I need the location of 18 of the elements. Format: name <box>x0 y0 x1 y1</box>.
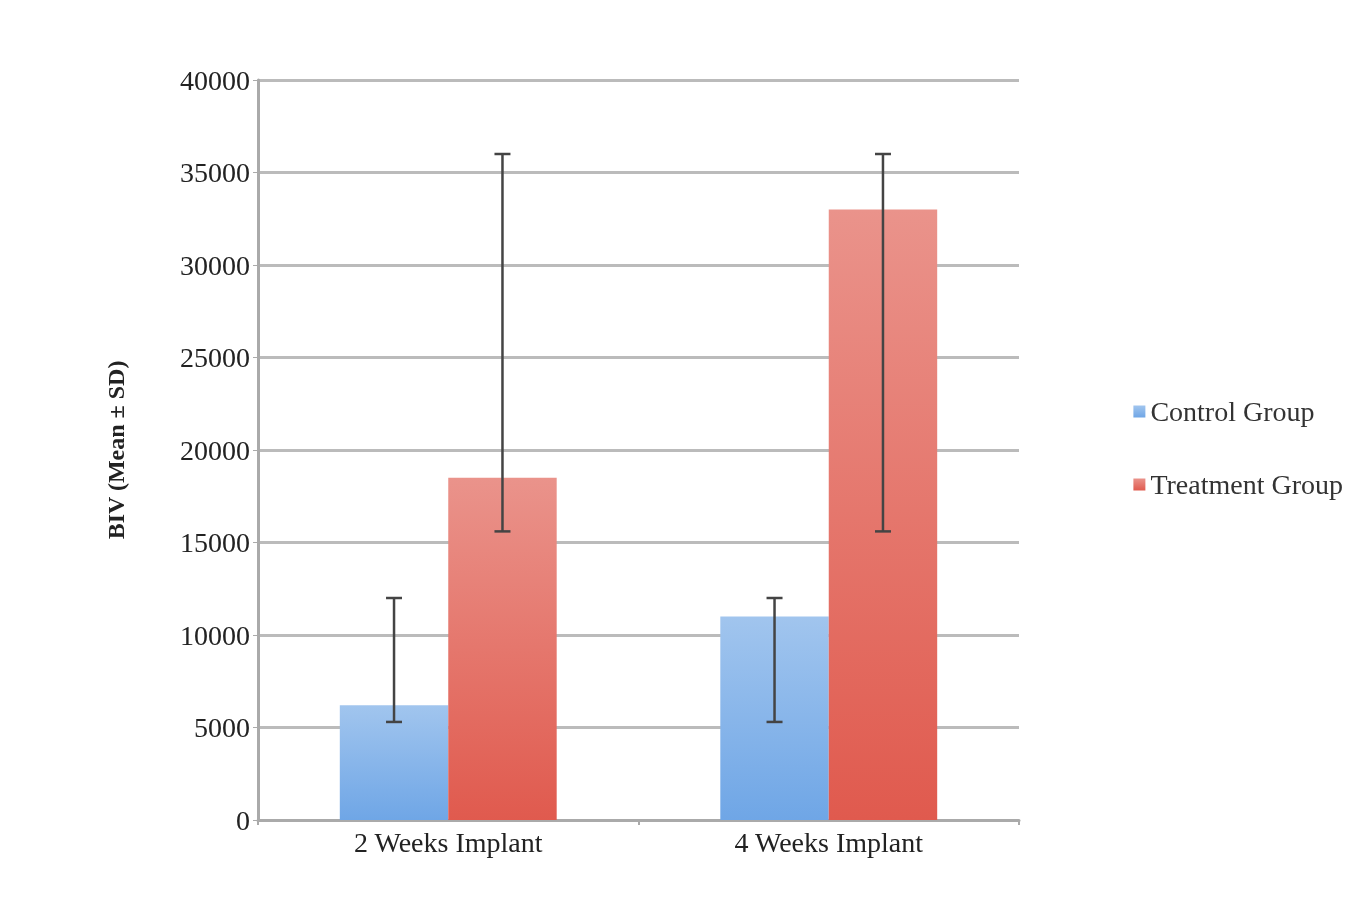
y-tick-label: 30000 <box>180 249 250 281</box>
bar <box>720 616 829 820</box>
y-tick-label: 25000 <box>180 342 250 373</box>
y-tick-label: 20000 <box>180 434 250 466</box>
y-tick-label: 0 <box>236 804 250 836</box>
x-tick-label: 4 Weeks Implant <box>734 826 924 858</box>
y-tick-label: 5000 <box>194 712 250 743</box>
bar <box>339 705 449 820</box>
y-tick-label: 15000 <box>180 527 250 558</box>
y-tick-label: 40000 <box>180 64 250 96</box>
x-tick-label: 2 Weeks Implant <box>353 826 543 858</box>
bar <box>828 209 938 820</box>
y-tick-label: 35000 <box>180 157 250 188</box>
legend-label: Treatment Group <box>1150 469 1343 500</box>
y-tick-label: 10000 <box>180 619 250 651</box>
y-axis-title: BIV (Mean ± SD) <box>103 360 129 540</box>
bar <box>448 477 557 820</box>
legend-label: Control Group <box>1150 396 1315 427</box>
